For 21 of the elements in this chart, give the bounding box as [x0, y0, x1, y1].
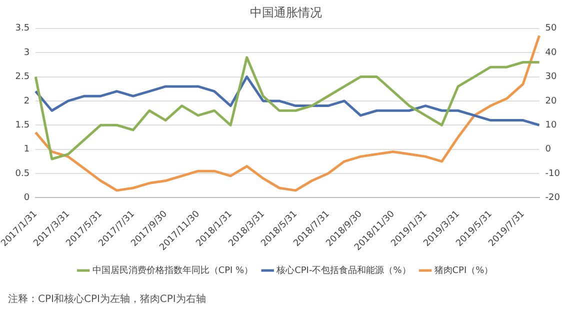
legend-label: 中国居民消费价格指数年同比（CPI %） [92, 264, 254, 276]
y2-tick-label: 50 [545, 24, 558, 34]
text: 注释：CPI和核心CPI为左轴，猪肉CPI为右轴 [8, 292, 207, 306]
y2-tick-label: 40 [545, 48, 558, 58]
y-tick-label: 3 [24, 48, 30, 58]
y2-tick-label: 20 [545, 96, 558, 106]
y2-tick-label: 10 [545, 120, 558, 130]
y2-tick-label: -20 [545, 193, 560, 204]
y2-tick-label: -10 [545, 168, 560, 179]
y2-tick-label: 0 [545, 144, 552, 155]
y-tick-label: 1.5 [15, 120, 30, 130]
chart-title: 中国通胀情况 [250, 5, 322, 20]
y-tick-label: 2 [24, 96, 30, 106]
y-tick-label: 0.5 [15, 168, 30, 179]
legend-label: 核心CPI-不包括食品和能源（%） [276, 264, 411, 276]
y-tick-label: 1 [24, 144, 30, 155]
y-tick-label: 3.5 [15, 24, 30, 34]
y-tick-label: 0 [24, 193, 30, 204]
y2-tick-label: 30 [545, 72, 558, 82]
legend-label: 猪肉CPI（%） [434, 264, 494, 276]
y-tick-label: 2.5 [15, 72, 30, 82]
